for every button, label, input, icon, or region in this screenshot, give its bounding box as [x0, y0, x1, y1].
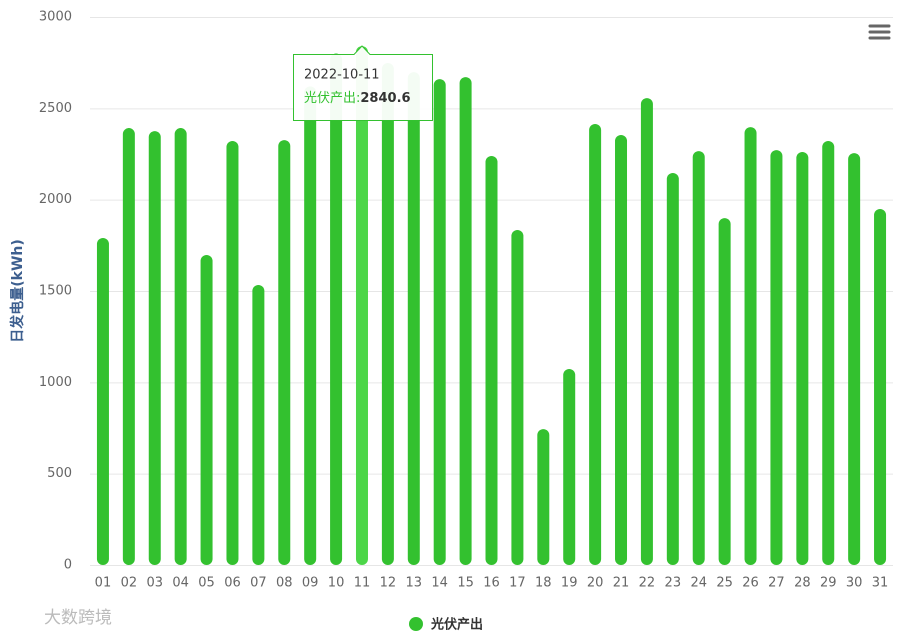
y-tick-label: 2500: [39, 101, 72, 116]
bar: [744, 127, 757, 565]
y-tick-label: 1500: [39, 284, 72, 299]
x-tick-label: 03: [146, 576, 163, 591]
x-tick-label: 16: [483, 576, 500, 591]
tooltip-series-label: 光伏产出:: [304, 91, 360, 106]
x-tick-label: 10: [328, 576, 345, 591]
x-tick-label: 05: [198, 576, 215, 591]
watermark: 大数跨境: [44, 608, 112, 628]
x-tick-label: 06: [224, 576, 241, 591]
x-tick-label: 14: [431, 576, 448, 591]
x-tick-label: 02: [121, 576, 138, 591]
bar: [459, 77, 472, 565]
x-tick-label: 18: [535, 576, 552, 591]
bar: [822, 141, 835, 565]
x-tick-label: 07: [250, 576, 267, 591]
bar: [692, 151, 705, 565]
legend-item[interactable]: 光伏产出: [409, 617, 483, 633]
bar: [615, 135, 628, 565]
y-tick-label: 3000: [39, 10, 72, 25]
bar: [355, 46, 368, 565]
bar: [511, 229, 524, 566]
x-tick-label: 11: [354, 576, 371, 591]
tooltip-body: 光伏产出:2840.6: [304, 91, 411, 106]
bar: [174, 128, 187, 565]
bar: [796, 151, 809, 565]
bar: [407, 72, 420, 565]
x-tick-label: 19: [561, 576, 578, 591]
x-tick-label: 24: [690, 576, 707, 591]
bar: [200, 255, 213, 566]
x-tick-label: 26: [742, 576, 759, 591]
x-tick-label: 13: [406, 576, 423, 591]
x-tick-label: 08: [276, 576, 293, 591]
bar: [330, 53, 343, 566]
bar: [770, 150, 783, 565]
x-tick-label: 17: [509, 576, 526, 591]
legend-label[interactable]: 光伏产出: [430, 617, 483, 633]
bar: [874, 208, 887, 565]
x-tick-label: 15: [457, 576, 474, 591]
bars: [96, 46, 887, 566]
bar: [537, 429, 550, 565]
y-tick-label: 0: [64, 558, 72, 573]
bar: [666, 172, 679, 566]
bar: [304, 86, 317, 565]
bar: [226, 141, 239, 565]
x-tick-label: 04: [172, 576, 189, 591]
x-tick-label: 28: [794, 576, 811, 591]
x-tick-label: 01: [95, 576, 112, 591]
x-tick-label: 31: [872, 576, 889, 591]
bar: [122, 128, 135, 565]
x-tick-label: 22: [639, 576, 656, 591]
tooltip: 2022-10-11 光伏产出:2840.6: [293, 45, 433, 121]
y-axis-title: 日发电量(kWh): [9, 239, 26, 343]
legend-symbol: [409, 617, 423, 631]
x-tick-label: 30: [846, 576, 863, 591]
x-tick-label: 29: [820, 576, 837, 591]
menu-button[interactable]: [868, 22, 892, 44]
x-tick-label: 23: [665, 576, 682, 591]
bar: [485, 156, 498, 565]
x-tick-label: 09: [302, 576, 319, 591]
bar: [563, 368, 576, 565]
tooltip-value: 2840.6: [360, 91, 410, 106]
y-tick-label: 1000: [39, 375, 72, 390]
tooltip-box: [293, 45, 433, 121]
bar: [718, 218, 731, 565]
bar: [381, 63, 394, 565]
bar: [148, 131, 161, 565]
y-tick-label: 2000: [39, 192, 72, 207]
bar: [640, 98, 653, 565]
x-tick-label: 12: [380, 576, 397, 591]
bar: [252, 284, 265, 565]
y-tick-label: 500: [47, 466, 72, 481]
x-tick-label: 21: [613, 576, 630, 591]
grid: 0 500 1000 1500 2000 2500 3000 01 02 03 04 05 06 07 08…: [39, 10, 893, 591]
x-tick-label: 27: [768, 576, 785, 591]
bar: [96, 238, 109, 565]
x-tick-label: 25: [716, 576, 733, 591]
bar: [278, 140, 291, 565]
bar: [848, 153, 861, 565]
bar: [589, 124, 602, 565]
bar: [433, 79, 446, 566]
tooltip-header: 2022-10-11: [304, 68, 380, 83]
x-tick-label: 20: [587, 576, 604, 591]
